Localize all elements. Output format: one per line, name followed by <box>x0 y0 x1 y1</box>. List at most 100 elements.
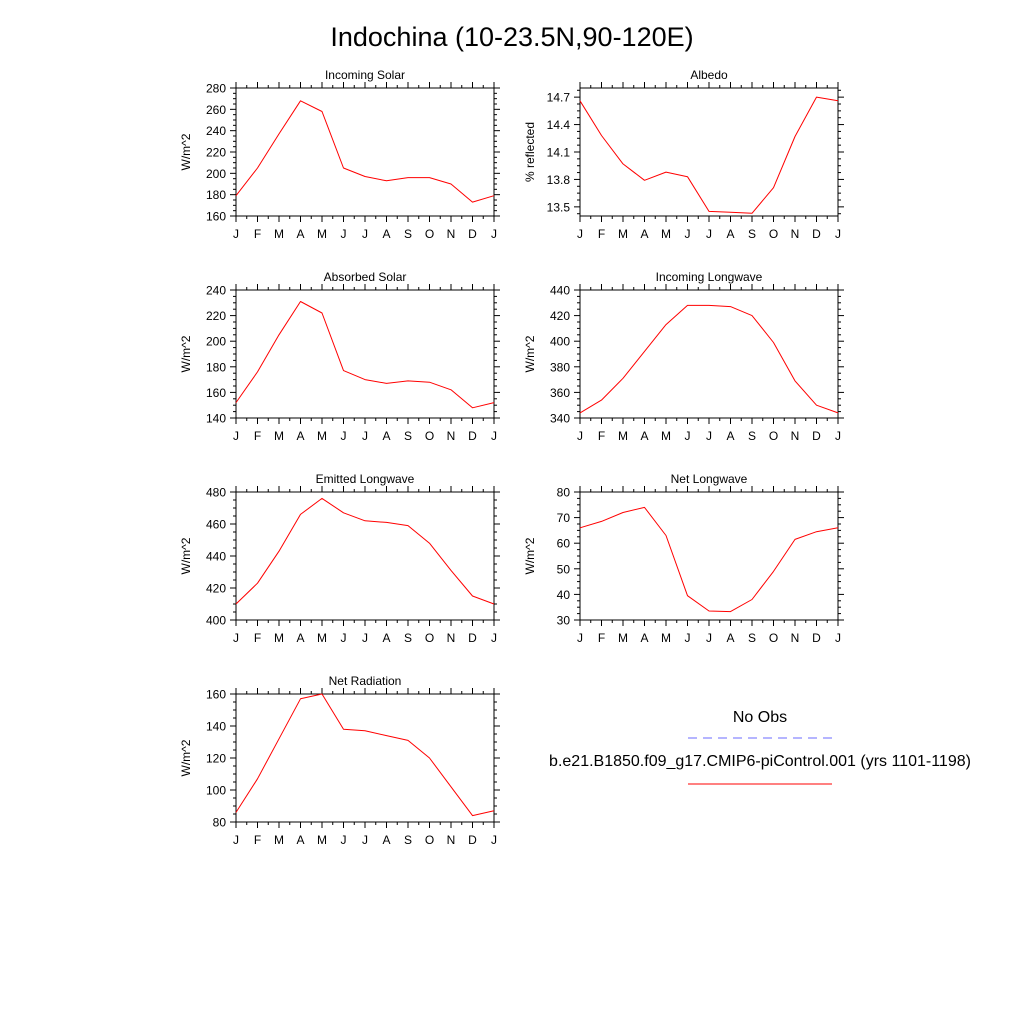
y-tick-label: 480 <box>206 486 226 500</box>
x-tick-label: F <box>598 631 605 645</box>
x-tick-label: J <box>835 429 841 443</box>
plot-frame <box>579 491 839 621</box>
series-line-incoming-solar <box>235 100 495 203</box>
x-tick-label: N <box>447 429 456 443</box>
y-axis-label: W/m^2 <box>179 537 193 574</box>
y-tick-label: 200 <box>206 167 226 181</box>
y-tick-label: 120 <box>206 752 226 766</box>
legend-model-label: b.e21.B1850.f09_g17.CMIP6-piControl.001 … <box>549 753 971 770</box>
x-tick-label: M <box>661 631 671 645</box>
y-tick-label: 14.1 <box>547 146 571 160</box>
x-tick-label: A <box>296 227 304 241</box>
x-tick-label: A <box>296 429 304 443</box>
y-tick-label: 380 <box>550 360 570 374</box>
x-tick-label: J <box>362 631 368 645</box>
x-tick-label: F <box>254 429 261 443</box>
x-tick-label: M <box>317 227 327 241</box>
x-tick-label: O <box>425 227 434 241</box>
x-tick-label: M <box>618 429 628 443</box>
x-tick-label: N <box>791 227 800 241</box>
x-tick-label: M <box>274 631 284 645</box>
x-tick-label: O <box>425 429 434 443</box>
x-tick-label: A <box>726 227 734 241</box>
series-line-net-radiation <box>235 693 495 817</box>
y-tick-label: 240 <box>206 284 226 298</box>
series-line-emitted-longwave <box>235 497 495 605</box>
x-tick-label: M <box>317 631 327 645</box>
panel-title: Absorbed Solar <box>324 270 407 284</box>
x-tick-label: D <box>468 631 477 645</box>
y-tick-label: 240 <box>206 124 226 138</box>
x-tick-label: F <box>254 227 261 241</box>
y-tick-label: 420 <box>550 309 570 323</box>
x-tick-label: M <box>317 833 327 847</box>
series-line-albedo <box>579 96 839 214</box>
x-tick-label: M <box>618 227 628 241</box>
panel-title: Incoming Longwave <box>656 270 763 284</box>
x-tick-label: D <box>812 631 821 645</box>
y-axis-label: W/m^2 <box>179 335 193 372</box>
y-tick-label: 14.4 <box>547 118 571 132</box>
x-tick-label: J <box>233 833 239 847</box>
x-tick-label: J <box>835 631 841 645</box>
x-tick-label: J <box>577 227 583 241</box>
y-tick-label: 13.8 <box>547 173 571 187</box>
y-tick-label: 440 <box>206 550 226 564</box>
y-tick-label: 340 <box>550 412 570 426</box>
y-tick-label: 100 <box>206 784 226 798</box>
figure-title: Indochina (10-23.5N,90-120E) <box>330 22 693 52</box>
x-tick-label: M <box>661 227 671 241</box>
x-tick-label: J <box>577 631 583 645</box>
x-tick-label: O <box>769 429 778 443</box>
y-tick-label: 80 <box>557 486 571 500</box>
x-tick-label: M <box>618 631 628 645</box>
y-tick-label: 260 <box>206 103 226 117</box>
x-tick-label: S <box>748 227 756 241</box>
y-tick-label: 40 <box>557 588 571 602</box>
y-tick-label: 60 <box>557 537 571 551</box>
panel-title: Emitted Longwave <box>316 472 415 486</box>
plot-frame <box>579 87 839 217</box>
x-tick-label: J <box>341 227 347 241</box>
x-tick-label: J <box>706 429 712 443</box>
x-tick-label: F <box>598 227 605 241</box>
series-line-net-longwave <box>579 506 839 613</box>
x-tick-label: N <box>447 227 456 241</box>
y-tick-label: 160 <box>206 688 226 702</box>
x-tick-label: J <box>233 429 239 443</box>
y-tick-label: 30 <box>557 614 571 628</box>
x-tick-label: O <box>769 227 778 241</box>
y-tick-label: 280 <box>206 82 226 96</box>
x-tick-label: N <box>447 631 456 645</box>
x-tick-label: J <box>233 631 239 645</box>
x-tick-label: J <box>706 227 712 241</box>
y-tick-label: 14.7 <box>547 91 571 105</box>
panel-title: Incoming Solar <box>325 68 405 82</box>
x-tick-label: D <box>812 227 821 241</box>
x-tick-label: A <box>640 429 648 443</box>
x-tick-label: J <box>685 227 691 241</box>
plot-frame <box>235 87 495 217</box>
x-tick-label: A <box>296 833 304 847</box>
x-tick-label: J <box>341 631 347 645</box>
x-tick-label: J <box>341 833 347 847</box>
plot-frame <box>235 693 495 823</box>
panel-title: Albedo <box>690 68 728 82</box>
x-tick-label: F <box>254 833 261 847</box>
series-line-absorbed-solar <box>235 301 495 409</box>
panel-title: Net Radiation <box>329 674 402 688</box>
x-tick-label: O <box>425 833 434 847</box>
x-tick-label: S <box>404 429 412 443</box>
y-tick-label: 400 <box>206 614 226 628</box>
x-tick-label: N <box>791 631 800 645</box>
x-tick-label: A <box>382 833 390 847</box>
x-tick-label: F <box>254 631 261 645</box>
x-tick-label: M <box>274 429 284 443</box>
